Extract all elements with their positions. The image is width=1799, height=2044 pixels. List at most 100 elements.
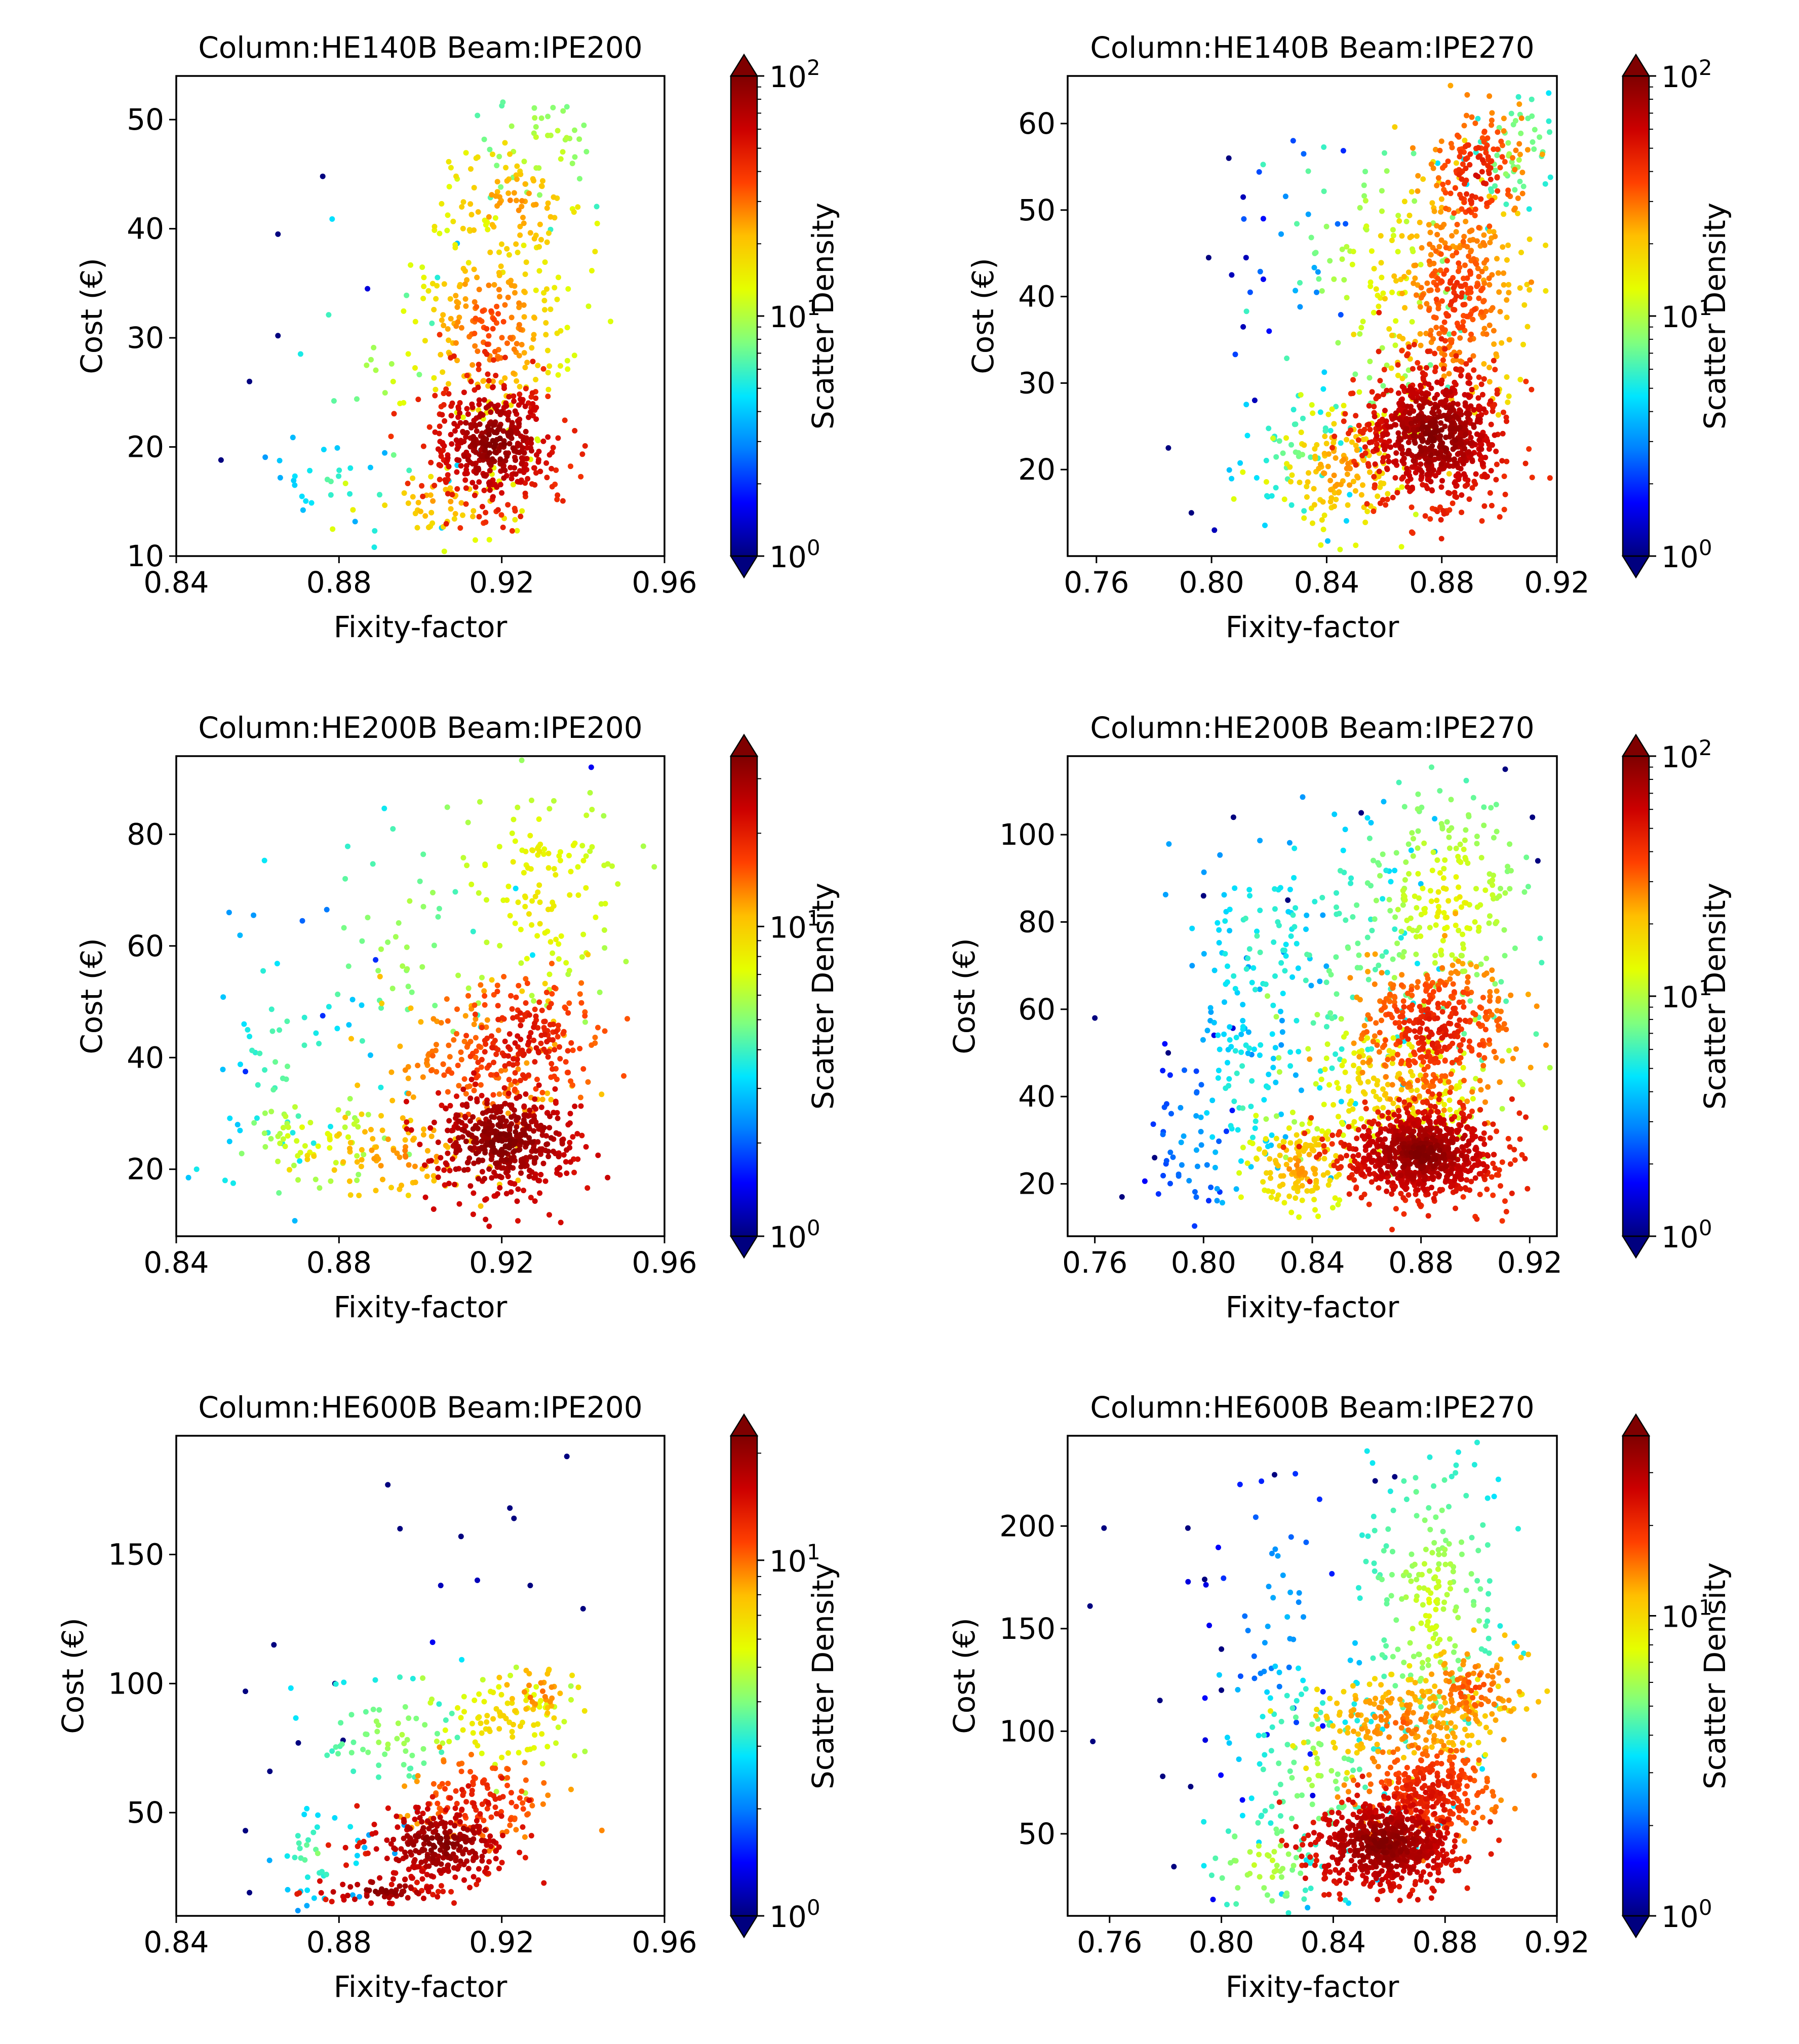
- data-point: [503, 165, 509, 171]
- data-point: [1360, 1070, 1365, 1075]
- data-point: [516, 421, 522, 426]
- data-point: [1518, 250, 1524, 255]
- data-point: [544, 990, 550, 995]
- data-point: [485, 371, 491, 377]
- data-point: [490, 151, 495, 157]
- data-point: [556, 274, 561, 280]
- data-point: [458, 1049, 464, 1055]
- data-point: [1216, 1068, 1222, 1073]
- data-point: [477, 799, 483, 805]
- data-point: [1382, 1042, 1387, 1048]
- data-point: [1494, 152, 1500, 158]
- data-point: [1273, 1080, 1278, 1085]
- data-point: [1468, 332, 1474, 337]
- data-point: [1278, 1042, 1284, 1048]
- data-point: [493, 215, 498, 221]
- data-point: [1199, 1142, 1204, 1148]
- y-tick-label: 20: [1018, 452, 1055, 487]
- data-point: [1420, 176, 1426, 182]
- data-point: [1487, 282, 1492, 288]
- data-point: [1512, 167, 1517, 172]
- data-point: [347, 491, 353, 497]
- data-point: [1366, 977, 1372, 982]
- data-point: [450, 401, 455, 406]
- data-point: [1167, 1181, 1173, 1187]
- data-point: [480, 504, 485, 509]
- data-point: [1245, 1050, 1251, 1056]
- data-point: [497, 1185, 502, 1191]
- data-point: [1352, 371, 1358, 377]
- data-point: [432, 1120, 437, 1125]
- data-point: [582, 1019, 588, 1025]
- data-point: [1307, 1152, 1312, 1157]
- x-axis-label: Fixity-factor: [334, 610, 507, 644]
- data-point: [1429, 200, 1435, 206]
- data-point: [1465, 415, 1471, 421]
- data-point: [540, 439, 546, 444]
- data-point: [1495, 129, 1500, 135]
- data-point: [486, 480, 492, 486]
- data-point: [481, 473, 487, 479]
- data-point: [532, 1059, 537, 1065]
- data-point: [1429, 488, 1435, 493]
- data-point: [1261, 277, 1266, 282]
- data-point: [1209, 1097, 1215, 1103]
- data-point: [362, 1129, 368, 1134]
- data-point: [1293, 905, 1298, 911]
- data-point: [522, 314, 527, 320]
- data-point: [1194, 1090, 1199, 1095]
- data-point: [1253, 1125, 1258, 1131]
- data-point: [1523, 379, 1529, 384]
- data-point: [1390, 495, 1396, 500]
- data-point: [1468, 962, 1474, 967]
- data-point: [1374, 286, 1379, 292]
- data-point: [518, 1023, 523, 1028]
- data-point: [436, 1090, 441, 1096]
- data-point: [1415, 806, 1421, 812]
- data-point: [1440, 938, 1446, 944]
- data-point: [531, 336, 536, 342]
- data-point: [1395, 362, 1401, 368]
- data-point: [1444, 462, 1450, 467]
- data-point: [482, 1150, 488, 1156]
- data-point: [1428, 230, 1433, 235]
- data-point: [1390, 985, 1395, 991]
- data-point: [1299, 429, 1304, 435]
- data-point: [445, 1069, 451, 1074]
- data-point: [1379, 260, 1384, 265]
- data-point: [513, 838, 518, 844]
- data-point: [1479, 269, 1485, 274]
- data-point: [1438, 251, 1444, 257]
- data-point: [1226, 155, 1232, 161]
- data-point: [1543, 181, 1548, 187]
- data-point: [1498, 139, 1504, 144]
- data-point: [458, 438, 463, 443]
- data-point: [1467, 1018, 1473, 1024]
- data-point: [1423, 424, 1429, 430]
- data-point: [1230, 1108, 1235, 1113]
- data-point: [484, 351, 490, 357]
- data-point: [464, 406, 470, 412]
- data-point: [429, 1133, 435, 1139]
- data-point: [476, 1176, 481, 1182]
- data-point: [1429, 162, 1434, 167]
- data-point: [513, 1070, 518, 1076]
- data-point: [1455, 222, 1460, 227]
- data-point: [545, 394, 551, 399]
- data-point: [316, 1041, 322, 1046]
- data-point: [1293, 288, 1298, 293]
- data-point: [1442, 933, 1448, 938]
- data-point: [496, 1028, 501, 1033]
- data-point: [1450, 500, 1456, 506]
- data-point: [1277, 1069, 1282, 1075]
- data-point: [507, 1138, 513, 1144]
- data-point: [443, 1106, 449, 1112]
- data-point: [1442, 857, 1448, 863]
- data-point: [378, 947, 384, 952]
- data-point: [458, 500, 464, 506]
- data-point: [1500, 431, 1506, 437]
- data-point: [1439, 298, 1445, 304]
- data-point: [1319, 895, 1325, 900]
- data-point: [302, 1143, 308, 1149]
- data-point: [543, 320, 549, 326]
